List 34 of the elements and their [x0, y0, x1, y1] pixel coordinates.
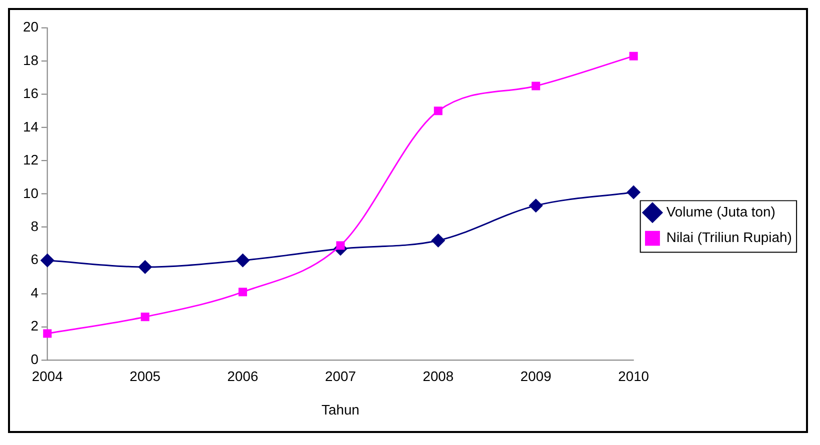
y-tick-label: 20	[22, 18, 39, 35]
x-tick-label: 2007	[325, 368, 356, 384]
y-tick-label: 2	[30, 318, 39, 334]
x-tick-label: 2005	[130, 368, 161, 384]
point	[43, 329, 52, 338]
point	[434, 106, 442, 116]
legend-label: Volume (Juta ton)	[666, 203, 776, 220]
point	[532, 82, 540, 90]
y-tick-label: 18	[22, 52, 39, 68]
point	[138, 260, 152, 274]
point	[40, 254, 54, 268]
y-tick-label: 12	[22, 152, 39, 168]
point	[238, 288, 248, 296]
y-tick-label: 10	[22, 184, 39, 201]
y-tick-label: 14	[22, 118, 39, 134]
point	[629, 52, 638, 60]
y-tick-label: 4	[30, 284, 39, 300]
x-tick-label: 2004	[32, 368, 64, 384]
y-tick-label: 8	[30, 218, 39, 234]
y-tick-label: 6	[30, 251, 39, 268]
point	[236, 254, 250, 268]
x-axis-title: Tahun	[322, 402, 360, 418]
point	[431, 234, 445, 248]
y-tick-label: 0	[30, 350, 39, 367]
x-tick-label: 2008	[422, 368, 454, 384]
legend-label: Nilai (Triliun Rupiah)	[666, 229, 792, 246]
x-tick-label: 2009	[520, 368, 552, 384]
point	[626, 186, 640, 199]
point	[529, 198, 543, 212]
point	[140, 312, 150, 322]
x-tick-label: 2006	[227, 368, 259, 384]
x-tick-label: 2010	[618, 368, 650, 384]
y-tick-label: 16	[22, 85, 39, 102]
point	[336, 241, 345, 250]
